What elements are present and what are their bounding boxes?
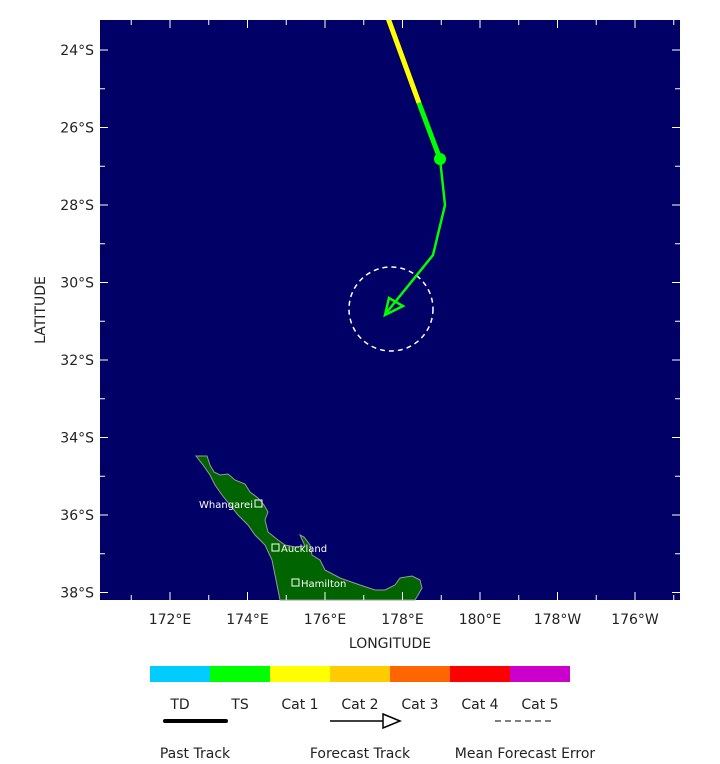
lon-tick-label: 180°E (459, 612, 502, 628)
lon-tick-label: 178°E (381, 612, 424, 628)
legend-category-label: Cat 3 (401, 697, 438, 713)
legend-color-swatch (450, 666, 510, 682)
x-axis-label: LONGITUDE (349, 636, 431, 652)
mean-forecast-error-circle (348, 266, 434, 352)
lat-tick-label: 38°S (60, 586, 94, 602)
lon-tick-label: 176°E (304, 612, 347, 628)
lon-tick-label: 174°E (226, 612, 269, 628)
lat-tick-label: 32°S (60, 353, 94, 369)
past-track-legend-label: Past Track (160, 746, 231, 760)
legend: TD TS Cat 1 Cat 2 Cat 3 Cat 4 Cat 5 (150, 666, 570, 713)
legend-color-swatch (330, 666, 390, 682)
lat-tick-label: 36°S (60, 508, 94, 524)
forecast-track-legend-arrow (382, 712, 402, 730)
legend-color-swatch (510, 666, 570, 682)
legend-color-swatch (270, 666, 330, 682)
y-axis-label: LATITUDE (33, 276, 49, 344)
lat-tick-label: 26°S (60, 121, 94, 137)
latitude-tick-labels: 24°S 26°S 28°S 30°S 32°S 34°S 36°S 38°S (60, 43, 94, 602)
legend-category-label: Cat 2 (341, 697, 378, 713)
city-label-hamilton: Hamilton (301, 579, 346, 590)
forecast-track (386, 158, 447, 313)
mean-error-legend-label: Mean Forecast Error (455, 746, 596, 760)
city-label-auckland: Auckland (281, 544, 327, 555)
legend-color-swatch (390, 666, 450, 682)
forecast-arrowhead (383, 296, 406, 318)
legend-category-label: Cat 5 (521, 697, 558, 713)
current-position-marker (434, 153, 446, 165)
lat-tick-label: 34°S (60, 431, 94, 447)
legend-category-label: TD (169, 697, 189, 713)
longitude-tick-labels: 172°E 174°E 176°E 178°E 180°E 178°W 176°W (149, 612, 659, 628)
lon-tick-label: 172°E (149, 612, 192, 628)
lat-tick-label: 28°S (60, 198, 94, 214)
legend-category-label: TS (230, 697, 249, 713)
legend-category-label: Cat 4 (461, 697, 498, 713)
lat-tick-label: 30°S (60, 276, 94, 292)
city-marker-whangarei (254, 499, 263, 508)
axis-ticks (100, 20, 680, 600)
legend-color-swatch (210, 666, 270, 682)
legend-color-swatch (150, 666, 210, 682)
land-north-island (194, 455, 423, 601)
lon-tick-label: 178°W (534, 612, 582, 628)
past-track-ts (416, 102, 443, 160)
forecast-track-legend-label: Forecast Track (310, 746, 411, 760)
city-label-whangarei: Whangarei (199, 500, 253, 511)
lat-tick-label: 24°S (60, 43, 94, 59)
legend-category-label: Cat 1 (281, 697, 318, 713)
city-marker-hamilton (291, 578, 300, 587)
lon-tick-label: 176°W (611, 612, 659, 628)
past-track-cat1 (385, 17, 422, 104)
city-marker-auckland (271, 543, 280, 552)
